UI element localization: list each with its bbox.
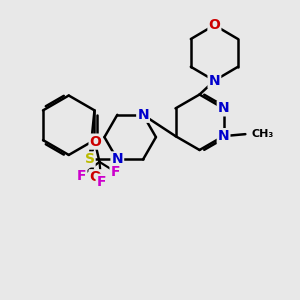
Text: N: N [137, 108, 149, 122]
Text: N: N [112, 152, 123, 167]
Text: F: F [111, 165, 120, 179]
Text: O: O [90, 135, 101, 148]
Text: N: N [218, 101, 230, 116]
Text: N: N [218, 129, 230, 143]
Text: CH₃: CH₃ [251, 129, 274, 139]
Text: F: F [77, 169, 86, 183]
Text: F: F [97, 175, 106, 189]
Text: O: O [208, 18, 220, 32]
Text: S: S [85, 152, 94, 167]
Text: O: O [90, 170, 101, 184]
Text: N: N [208, 74, 220, 88]
